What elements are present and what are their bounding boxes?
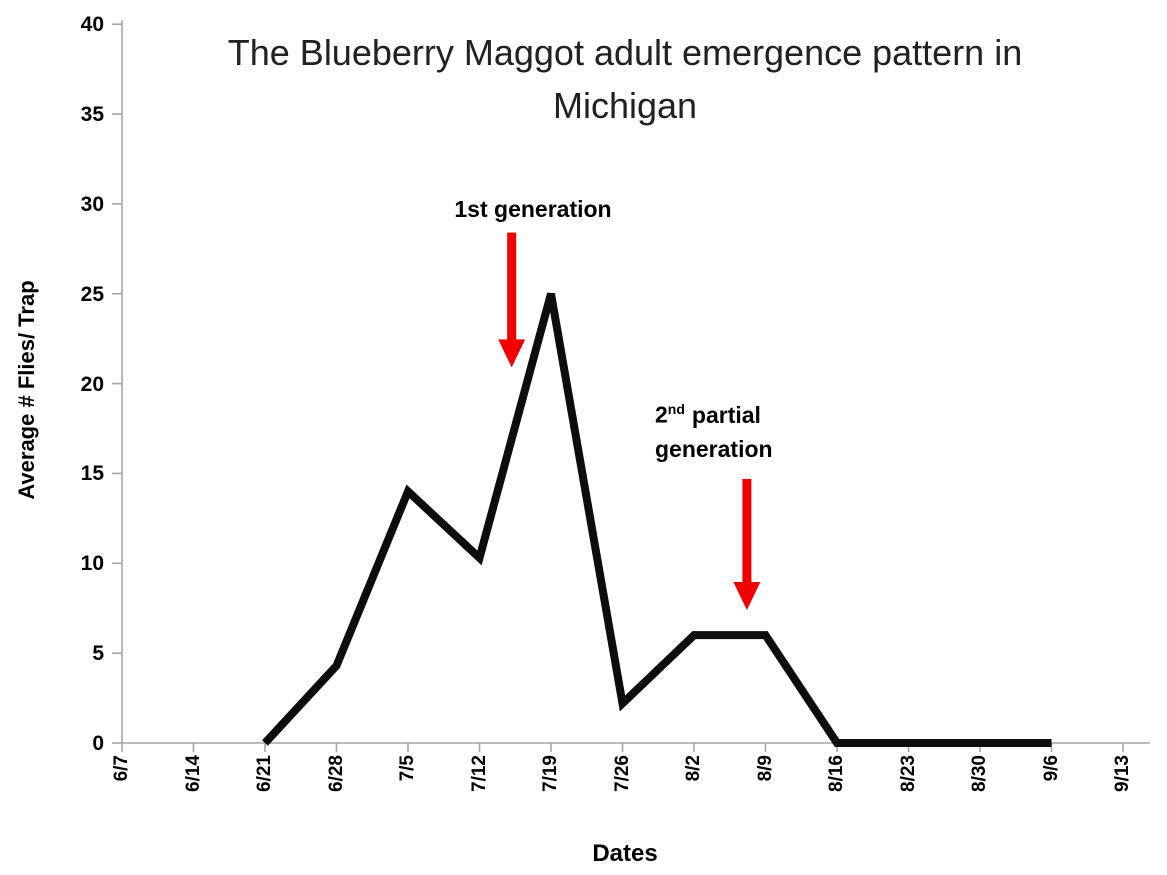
annotation-second-word: partial	[691, 401, 761, 428]
x-tick-label: 7/26	[611, 755, 633, 792]
x-tick-label: 6/7	[111, 755, 132, 782]
x-axis-title: Dates	[592, 840, 658, 867]
y-tick-label: 25	[80, 282, 104, 306]
chart-title-line2: Michigan	[552, 85, 698, 126]
x-tick-label: 9/6	[1040, 755, 1062, 782]
y-tick-label: 10	[80, 552, 104, 576]
annotation-first-generation: 1st generation	[454, 196, 612, 222]
x-tick-label: 7/5	[397, 755, 418, 782]
data-series-line	[262, 292, 1052, 747]
x-tick-label: 7/12	[468, 755, 490, 792]
x-tick-label: 8/23	[897, 755, 919, 792]
x-tick-label: 6/14	[182, 755, 204, 792]
annotation-second-number: 2	[655, 401, 668, 428]
x-tick-label: 6/28	[325, 755, 347, 792]
annotation-second-partial-generation: 2nd partial generation	[655, 392, 875, 466]
x-tick-label: 8/16	[826, 755, 847, 792]
y-tick-label: 30	[80, 192, 104, 216]
chart-title: The Blueberry Maggot adult emergence pat…	[130, 26, 1120, 132]
y-tick-label: 5	[92, 642, 104, 666]
y-tick-label: 20	[80, 372, 104, 396]
y-tick-label: 0	[92, 732, 104, 755]
annotation-arrow-head-1	[498, 339, 526, 368]
x-tick-label: 8/2	[683, 755, 704, 782]
y-tick-label: 15	[80, 462, 104, 486]
x-tick-label: 9/13	[1112, 755, 1133, 792]
x-tick-label: 6/21	[254, 755, 275, 792]
y-tick-label: 40	[80, 13, 104, 37]
annotation-second-ordinal-suffix: nd	[667, 401, 685, 417]
y-tick-label: 35	[80, 103, 104, 127]
x-tick-label: 8/9	[754, 755, 776, 782]
annotation-second-line2: generation	[655, 435, 773, 462]
x-tick-label: 7/19	[540, 755, 561, 792]
x-tick-label: 8/30	[969, 755, 990, 792]
chart-title-line1: The Blueberry Maggot adult emergence pat…	[227, 32, 1023, 73]
annotation-arrow-head-2	[733, 582, 761, 611]
